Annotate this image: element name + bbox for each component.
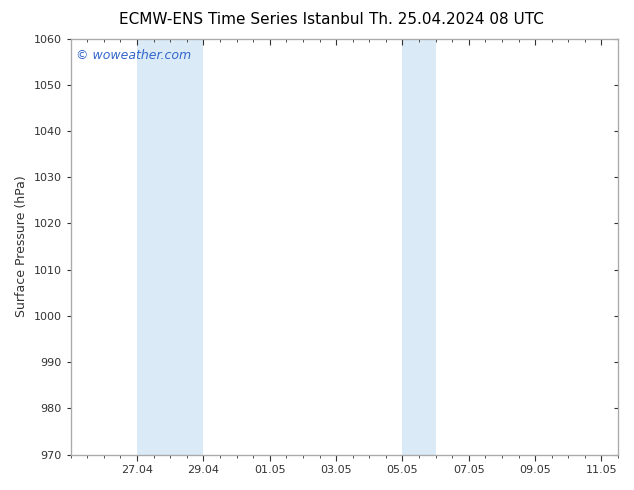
Bar [171, 39, 204, 455]
Bar [137, 39, 171, 455]
Text: ECMW-ENS Time Series Istanbul: ECMW-ENS Time Series Istanbul [119, 12, 363, 27]
Text: © woweather.com: © woweather.com [76, 49, 191, 62]
Text: Th. 25.04.2024 08 UTC: Th. 25.04.2024 08 UTC [369, 12, 544, 27]
Y-axis label: Surface Pressure (hPa): Surface Pressure (hPa) [15, 176, 28, 318]
Bar [403, 39, 419, 455]
Bar [419, 39, 436, 455]
